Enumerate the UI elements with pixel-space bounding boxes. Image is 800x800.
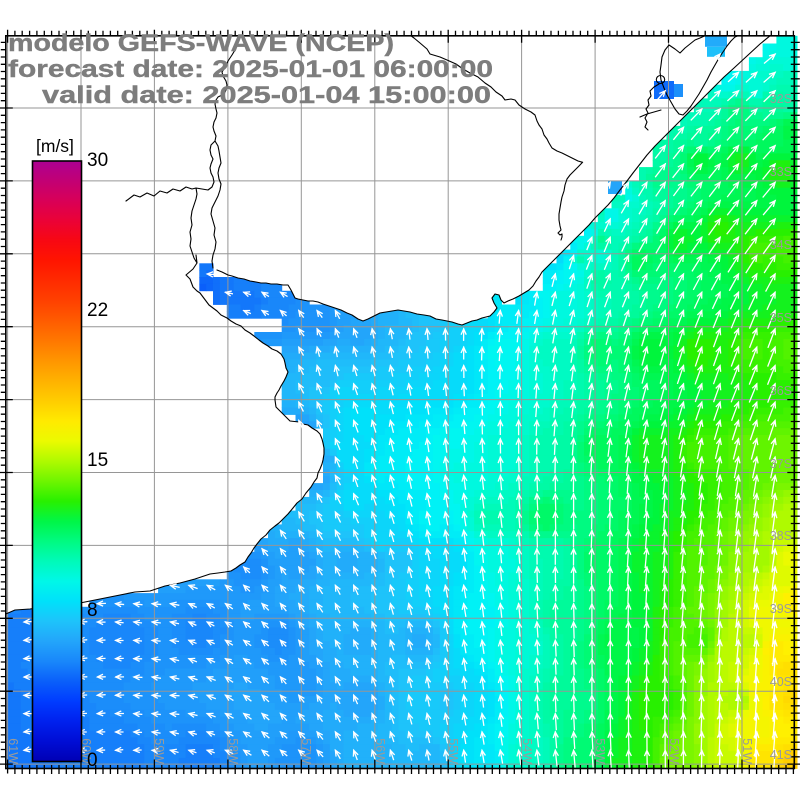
svg-text:34S: 34S (770, 238, 792, 252)
svg-text:51W: 51W (740, 738, 754, 764)
svg-text:55W: 55W (446, 738, 460, 764)
svg-text:39S: 39S (770, 602, 792, 616)
svg-text:59W: 59W (152, 738, 166, 764)
svg-text:33S: 33S (770, 165, 792, 179)
svg-text:41S: 41S (770, 748, 792, 762)
svg-text:60W: 60W (79, 738, 93, 764)
svg-text:37S: 37S (770, 457, 792, 471)
svg-text:57W: 57W (299, 738, 313, 764)
svg-text:53W: 53W (593, 738, 607, 764)
svg-text:32S: 32S (770, 92, 792, 106)
svg-text:61W: 61W (6, 738, 20, 764)
svg-text:[m/s]: [m/s] (36, 136, 74, 156)
svg-text:forecast date: 2025-01-01 06:0: forecast date: 2025-01-01 06:00:00 (8, 56, 493, 83)
svg-text:52W: 52W (667, 738, 681, 764)
svg-text:36S: 36S (770, 384, 792, 398)
svg-text:35S: 35S (770, 311, 792, 325)
svg-text:8: 8 (87, 600, 98, 621)
svg-text:modelo GEFS-WAVE (NCEP): modelo GEFS-WAVE (NCEP) (8, 30, 394, 57)
svg-text:54W: 54W (520, 738, 534, 764)
svg-text:58W: 58W (226, 738, 240, 764)
svg-text:38S: 38S (770, 529, 792, 543)
svg-text:22: 22 (87, 300, 108, 321)
svg-text:15: 15 (87, 450, 108, 471)
svg-text:0: 0 (87, 750, 98, 771)
svg-text:30: 30 (87, 150, 108, 171)
svg-text:valid date: 2025-01-04 15:00:0: valid date: 2025-01-04 15:00:00 (42, 82, 491, 109)
svg-text:56W: 56W (373, 738, 387, 764)
svg-text:40S: 40S (770, 675, 792, 689)
